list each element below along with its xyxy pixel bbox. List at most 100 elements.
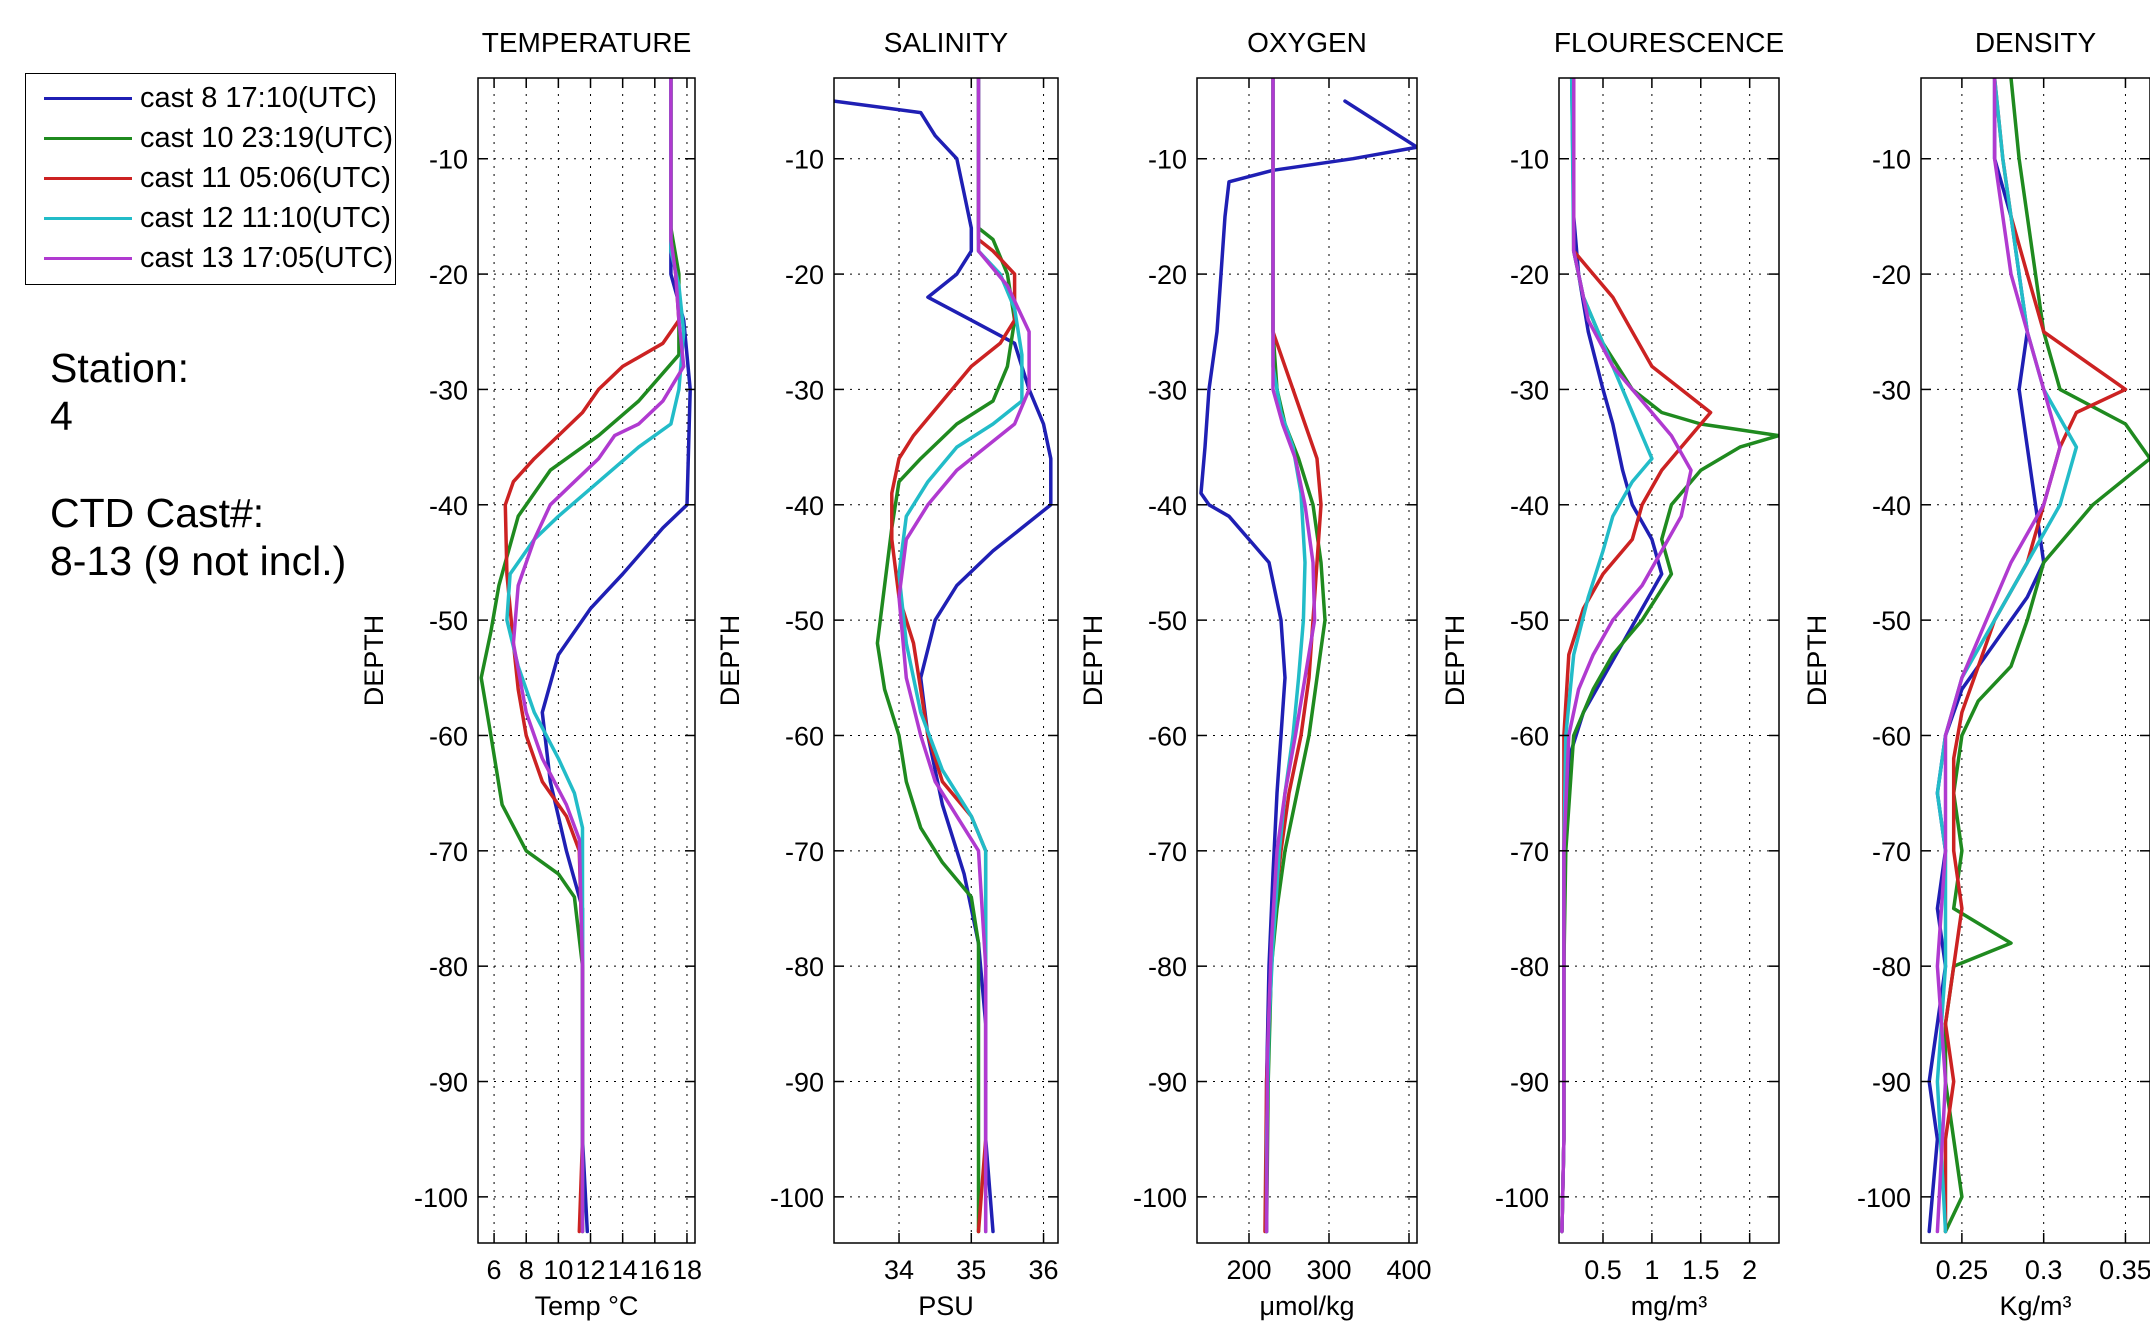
x-tick-label: 10 [543, 1255, 573, 1285]
chart-panel: -10 -20 -30 -40 -50 -60 -70 -80 -90 -100 34 35 36 SAL… [715, 27, 1059, 1321]
y-tick-label: -20 [1148, 260, 1187, 290]
x-tick-label: 18 [672, 1255, 702, 1285]
x-tick-label: 1.5 [1682, 1255, 1720, 1285]
y-tick-label: -90 [1148, 1068, 1187, 1098]
x-tick-label: 12 [575, 1255, 605, 1285]
y-axis-label: DEPTH [1440, 615, 1470, 707]
chart-title: TEMPERATURE [482, 27, 692, 58]
chart-panel: -10 -20 -30 -40 -50 -60 -70 -80 -90 -100 0.25 0.3 0.… [1802, 27, 2150, 1321]
series-group [1560, 78, 1779, 1234]
y-tick-label: -90 [429, 1068, 468, 1098]
y-tick-label: -60 [785, 721, 824, 751]
y-tick-label: -30 [1148, 375, 1187, 405]
y-tick-label: -30 [1510, 375, 1549, 405]
legend-swatch [44, 176, 132, 180]
plot-area [1921, 78, 2150, 1243]
cast-value: 8-13 (9 not incl.) [50, 538, 347, 584]
y-tick-label: -60 [1148, 721, 1187, 751]
y-tick-label: -20 [785, 260, 824, 290]
legend-label: cast 11 05:06(UTC) [140, 161, 391, 194]
series-line [503, 78, 681, 1234]
y-tick-label: -90 [785, 1068, 824, 1098]
y-axis-label: DEPTH [1802, 615, 1832, 707]
y-axis-label: DEPTH [715, 615, 745, 707]
legend-label: cast 13 17:05(UTC) [140, 241, 394, 274]
y-tick-label: -60 [429, 721, 468, 751]
chart-panel: -10 -20 -30 -40 -50 -60 -70 -80 -90 -100 0.5 1 1.5 2 F… [1440, 27, 1784, 1321]
y-tick-label: -90 [1872, 1068, 1911, 1098]
legend-swatch [44, 216, 132, 220]
y-tick-label: -10 [1510, 145, 1549, 175]
x-axis-label: mg/m³ [1631, 1291, 1708, 1321]
series-group [834, 78, 1053, 1234]
legend-swatch [44, 96, 132, 100]
x-tick-label: 0.25 [1936, 1255, 1989, 1285]
x-tick-label: 0.5 [1584, 1255, 1622, 1285]
plot-area [834, 78, 1058, 1243]
y-tick-label: -50 [1148, 606, 1187, 636]
legend-swatch [44, 136, 132, 140]
y-tick-label: -90 [1510, 1068, 1549, 1098]
y-tick-label: -50 [1872, 606, 1911, 636]
legend-item: cast 11 05:06(UTC) [44, 160, 391, 196]
series-line [1560, 78, 1779, 1234]
axes-frame [833, 77, 1059, 1244]
series-line [511, 78, 686, 1234]
y-tick-label: -80 [785, 952, 824, 982]
x-axis-label: PSU [918, 1291, 974, 1321]
series-line [1560, 78, 1693, 1234]
y-tick-label: -20 [1510, 260, 1549, 290]
y-tick-label: -40 [1872, 491, 1911, 521]
y-tick-label: -100 [414, 1183, 468, 1213]
series-group [1927, 78, 2150, 1234]
x-tick-label: 2 [1742, 1255, 1757, 1285]
x-tick-label: 36 [1029, 1255, 1059, 1285]
x-tick-label: 16 [640, 1255, 670, 1285]
x-tick-label: 400 [1386, 1255, 1431, 1285]
series-line [1199, 99, 1417, 1234]
y-tick-label: -60 [1872, 721, 1911, 751]
x-tick-label: 0.35 [2099, 1255, 2150, 1285]
series-line [479, 78, 681, 1234]
x-tick-label: 200 [1226, 1255, 1271, 1285]
series-line [897, 78, 1031, 1234]
x-axis-label: Temp °C [535, 1291, 639, 1321]
y-tick-label: -40 [1510, 491, 1549, 521]
y-tick-label: -10 [429, 145, 468, 175]
y-tick-label: -50 [1510, 606, 1549, 636]
y-axis-label: DEPTH [1078, 615, 1108, 707]
legend-swatch [44, 256, 132, 260]
series-line [1935, 78, 2079, 1234]
series-line [897, 78, 1024, 1234]
y-tick-label: -50 [429, 606, 468, 636]
cast-label: CTD Cast#: [50, 490, 265, 536]
plot-area [478, 78, 695, 1243]
axes-frame [1920, 77, 2150, 1244]
series-line [834, 99, 1053, 1234]
series-line [505, 78, 686, 1234]
chart-title: DENSITY [1975, 27, 2097, 58]
x-tick-label: 6 [487, 1255, 502, 1285]
y-tick-label: -20 [1872, 260, 1911, 290]
x-tick-label: 1 [1644, 1255, 1659, 1285]
series-line [1935, 78, 2062, 1234]
plot-area [1559, 78, 1779, 1243]
y-tick-label: -80 [429, 952, 468, 982]
legend-item: cast 8 17:10(UTC) [44, 80, 377, 116]
legend: cast 8 17:10(UTC) cast 10 23:19(UTC) cas… [25, 73, 396, 285]
series-group [479, 78, 692, 1234]
y-tick-label: -70 [1872, 837, 1911, 867]
y-tick-label: -40 [1148, 491, 1187, 521]
x-axis-label: μmol/kg [1259, 1291, 1354, 1321]
x-axis-label: Kg/m³ [1999, 1291, 2071, 1321]
axes-frame [477, 77, 696, 1244]
y-tick-label: -10 [785, 145, 824, 175]
y-tick-label: -70 [1148, 837, 1187, 867]
legend-item: cast 10 23:19(UTC) [44, 120, 393, 156]
chart-title: SALINITY [884, 27, 1009, 58]
y-tick-label: -10 [1148, 145, 1187, 175]
y-tick-label: -70 [785, 837, 824, 867]
y-tick-label: -100 [770, 1183, 824, 1213]
y-tick-label: -40 [429, 491, 468, 521]
